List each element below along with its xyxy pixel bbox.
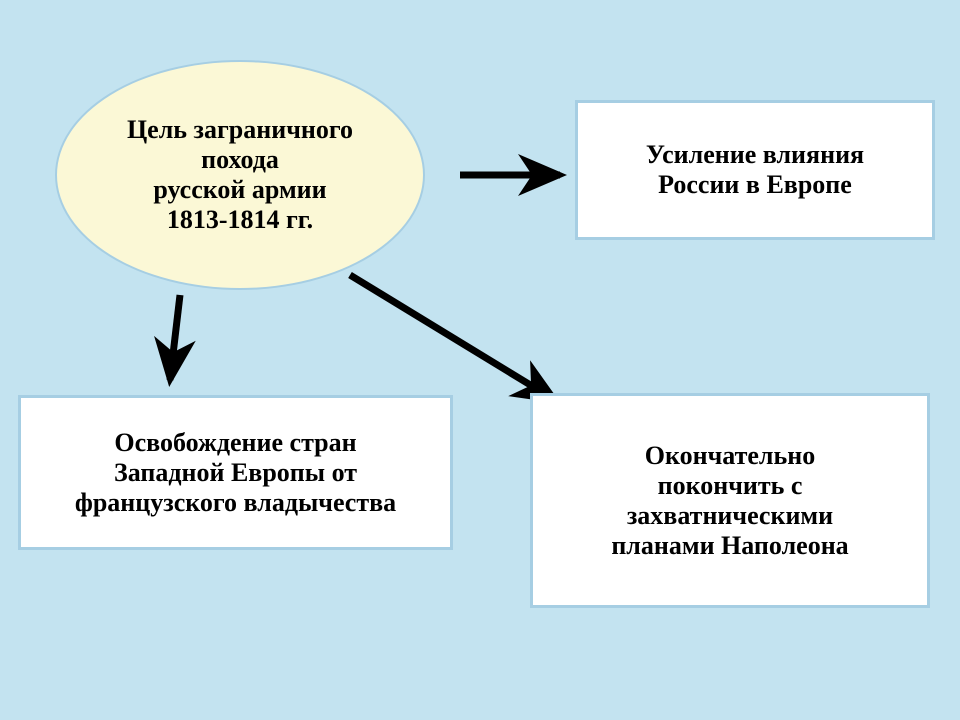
box-top-right-text: Усиление влияния России в Европе xyxy=(646,140,864,200)
central-ellipse: Цель заграничного похода русской армии 1… xyxy=(55,60,425,290)
arrow-to-bottom-right xyxy=(350,275,555,400)
box-bottom-left: Освобождение стран Западной Европы от фр… xyxy=(18,395,453,550)
box-bottom-right-text: Окончательно покончить с захватническими… xyxy=(611,441,848,561)
ellipse-text: Цель заграничного похода русской армии 1… xyxy=(127,115,353,235)
box-top-right: Усиление влияния России в Европе xyxy=(575,100,935,240)
box-bottom-left-text: Освобождение стран Западной Европы от фр… xyxy=(75,428,396,518)
arrow-to-bottom-left xyxy=(170,295,180,380)
diagram-canvas: Цель заграничного похода русской армии 1… xyxy=(0,0,960,720)
box-bottom-right: Окончательно покончить с захватническими… xyxy=(530,393,930,608)
